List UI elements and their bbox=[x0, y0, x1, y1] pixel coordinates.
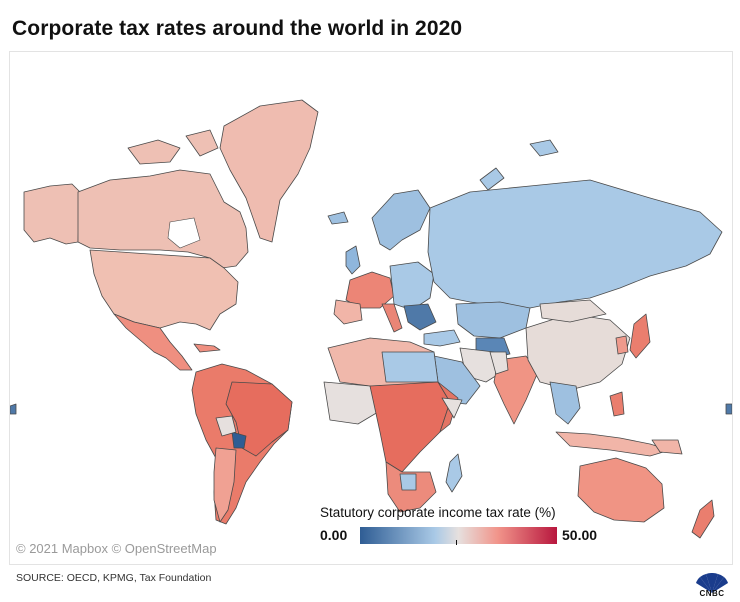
region-philippines bbox=[609, 391, 625, 417]
region-west-africa bbox=[323, 381, 379, 425]
region-indochina bbox=[549, 381, 581, 425]
region-madagascar bbox=[445, 453, 463, 493]
region-new-zealand bbox=[691, 499, 715, 539]
region-greenland bbox=[219, 99, 319, 243]
region-mexico bbox=[113, 313, 193, 371]
region-alaska bbox=[23, 183, 81, 245]
legend-gradient-bar bbox=[360, 527, 557, 544]
region-turkey bbox=[423, 329, 461, 347]
region-bolivia bbox=[215, 415, 237, 437]
region-paraguay bbox=[231, 431, 247, 449]
region-australia bbox=[577, 457, 665, 523]
region-pacific-right bbox=[725, 403, 732, 415]
region-caribbean bbox=[193, 343, 221, 353]
region-central-europe bbox=[389, 261, 435, 311]
region-indonesia bbox=[555, 431, 671, 457]
region-uk bbox=[345, 245, 361, 275]
region-iberia bbox=[333, 299, 363, 325]
region-canada-arctic-2 bbox=[185, 129, 219, 157]
cnbc-peacock-icon bbox=[696, 572, 728, 593]
legend-min-value: 0.00 bbox=[320, 527, 348, 543]
region-iceland bbox=[327, 211, 349, 225]
region-pacific-left bbox=[10, 403, 17, 415]
region-italy bbox=[381, 303, 403, 333]
region-canada-arctic bbox=[127, 139, 181, 165]
region-canada bbox=[77, 169, 249, 269]
region-western-europe bbox=[345, 271, 395, 309]
legend-midpoint-tick bbox=[456, 540, 457, 545]
region-novaya-zemlya bbox=[479, 167, 505, 191]
region-balkans bbox=[403, 303, 437, 331]
region-new-guinea bbox=[651, 439, 683, 455]
region-scandinavia bbox=[371, 189, 431, 251]
region-libya-egypt bbox=[381, 351, 439, 383]
region-russia bbox=[427, 179, 723, 309]
region-usa bbox=[89, 249, 239, 331]
region-china bbox=[525, 313, 631, 391]
region-russia-arctic bbox=[529, 139, 559, 157]
world-map[interactable] bbox=[9, 51, 733, 565]
region-japan bbox=[629, 313, 651, 359]
region-pakistan bbox=[489, 351, 509, 375]
legend-max-value: 50.00 bbox=[562, 527, 598, 543]
region-kazakhstan bbox=[455, 301, 531, 339]
region-mongolia bbox=[539, 299, 607, 323]
region-botswana bbox=[399, 473, 417, 491]
region-korea bbox=[615, 335, 629, 355]
page-title: Corporate tax rates around the world in … bbox=[12, 17, 463, 40]
map-attribution[interactable]: © 2021 Mapbox © OpenStreetMap bbox=[16, 541, 217, 556]
source-note: SOURCE: OECD, KPMG, Tax Foundation bbox=[16, 572, 212, 584]
region-horn bbox=[441, 397, 463, 419]
region-argentina-chile bbox=[213, 447, 237, 523]
cnbc-logo-text: CNBC bbox=[699, 589, 725, 598]
legend-title: Statutory corporate income tax rate (%) bbox=[320, 505, 556, 520]
region-central-africa bbox=[369, 381, 451, 473]
map-svg bbox=[10, 99, 732, 539]
hudson-bay bbox=[167, 217, 201, 249]
